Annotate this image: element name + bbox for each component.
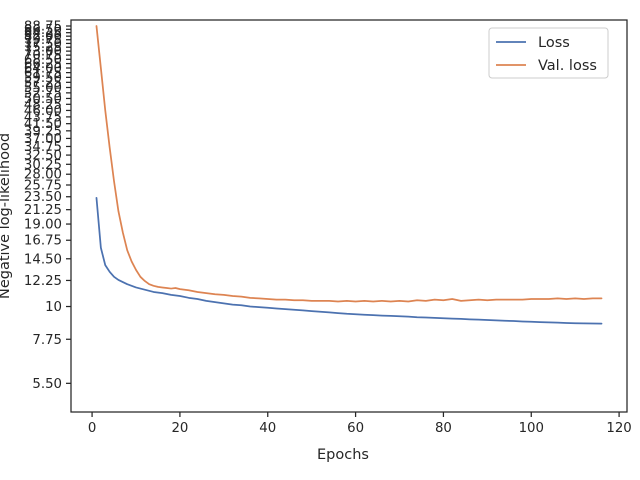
y-tick-label: 16.75: [24, 234, 62, 249]
y-tick-label: 48.25: [24, 98, 62, 113]
y-tick-label: 43.75: [24, 110, 62, 125]
y-tick-label: 77.50: [24, 37, 62, 52]
y-tick-label: 41.50: [24, 117, 62, 132]
x-tick-label: 20: [171, 421, 188, 436]
y-axis-label: Negative log-likelihood: [0, 133, 13, 299]
y-tick-label: 14.50: [24, 252, 62, 267]
y-tick-label: 34.75: [24, 140, 62, 155]
y-tick-label: 19.00: [24, 218, 62, 233]
x-tick-label: 80: [435, 421, 452, 436]
series-layer: [95, 25, 603, 325]
y-tick-label: 12.25: [24, 274, 62, 289]
y-tick-label: 84.25: [24, 26, 62, 41]
y-tick-label: 73.00: [24, 45, 62, 60]
y-tick-label: 88.75: [24, 20, 62, 35]
y-tick-label: 55.00: [24, 81, 62, 96]
series-line-val-loss: [95, 25, 603, 303]
x-tick-label: 60: [347, 421, 364, 436]
y-tick-label: 57.25: [24, 76, 62, 91]
y-tick-label: 37.00: [24, 132, 62, 147]
y-tick-label: 32.50: [24, 149, 62, 164]
y-tick-label: 21.25: [24, 203, 62, 218]
y-tick-label: 64.00: [24, 62, 62, 77]
legend: Loss Val. loss: [488, 27, 609, 79]
legend-label-val-loss: Val. loss: [538, 58, 597, 74]
y-tick-label: 5.50: [32, 377, 62, 392]
y-tick-label: 28.00: [24, 168, 62, 183]
series-line-loss: [95, 196, 603, 325]
y-tick-label: 10: [45, 300, 62, 315]
ticks-layer: 0 20 40 60 80 100 120 5.50 7.75 10 12.25 14.50 16.75…: [24, 20, 632, 436]
y-tick-label: 66.25: [24, 57, 62, 72]
y-tick-label: 75.25: [24, 41, 62, 56]
y-tick-label: 30.25: [24, 158, 62, 173]
y-tick-label: 25.75: [24, 178, 62, 193]
x-tick-label: 120: [606, 421, 631, 436]
y-tick-label: 59.50: [24, 71, 62, 86]
x-axis-label: Epochs: [317, 447, 369, 463]
y-tick-label: 82.00: [24, 30, 62, 45]
plot-area: [71, 20, 627, 412]
x-tick-label: 100: [519, 421, 544, 436]
y-tick-label: 61.75: [24, 66, 62, 81]
y-tick-label: 39.25: [24, 124, 62, 139]
legend-label-loss: Loss: [538, 35, 570, 51]
y-tick-label: 79.75: [24, 33, 62, 48]
y-tick-label: 70.75: [24, 49, 62, 64]
y-tick-label: 68.50: [24, 53, 62, 68]
y-tick-label: 86.50: [24, 23, 62, 38]
y-tick-label: 50.50: [24, 92, 62, 107]
x-tick-label: 40: [259, 421, 276, 436]
x-tick-label: 0: [88, 421, 96, 436]
plot-frame: [70, 19, 628, 413]
y-tick-label: 52.75: [24, 86, 62, 101]
y-tick-label: 46.00: [24, 104, 62, 119]
y-tick-label: 23.50: [24, 190, 62, 205]
y-tick-label: 7.75: [32, 333, 62, 348]
